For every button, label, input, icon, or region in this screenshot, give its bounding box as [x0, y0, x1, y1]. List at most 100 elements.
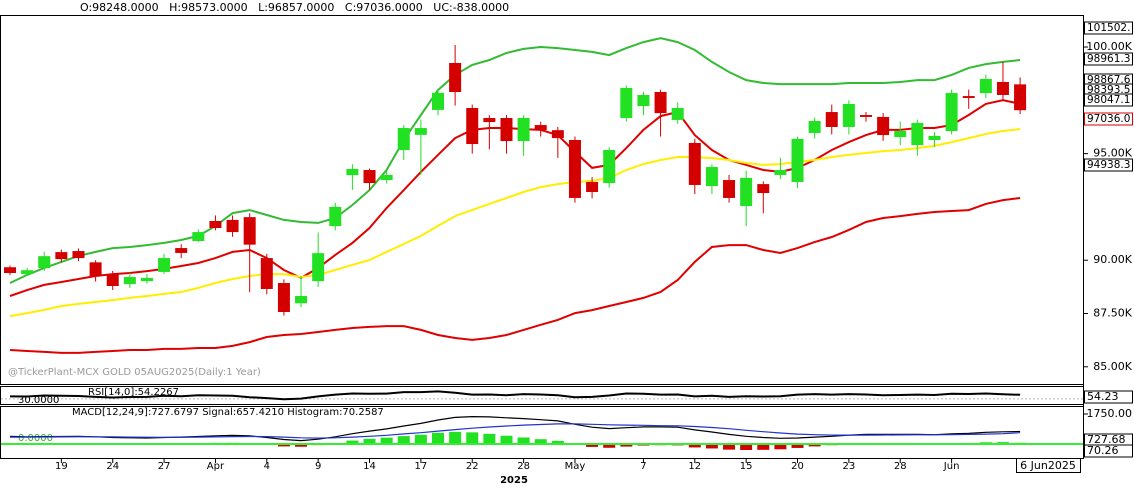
candle-body: [534, 125, 547, 131]
candle-body: [38, 256, 51, 269]
rsi-last-label: 54.23: [1087, 390, 1119, 403]
candle-body: [277, 283, 290, 313]
candle-body: [449, 63, 462, 93]
histogram-bar: [346, 440, 359, 444]
histogram-bar: [277, 443, 290, 447]
candle-body: [945, 93, 958, 132]
candle-body: [551, 130, 564, 139]
price-label: 98961.3: [1087, 53, 1130, 65]
candle-body: [979, 78, 992, 94]
x-tick-label: 23: [843, 461, 856, 472]
histogram-bar: [534, 439, 547, 444]
candle-body: [243, 217, 256, 245]
candle-body: [808, 120, 821, 133]
candle-body: [603, 149, 616, 184]
histogram-bar: [774, 443, 787, 450]
macd-tick-label: 1750.00: [1087, 407, 1133, 420]
histogram-bar: [791, 443, 804, 448]
candle-body: [21, 270, 34, 275]
candle-body: [312, 253, 325, 282]
histogram-bar: [449, 431, 462, 444]
x-tick-label: 7: [640, 461, 646, 472]
candle-body: [620, 87, 633, 119]
overlay-line: [9, 128, 1021, 318]
x-tick-label: 4: [264, 461, 270, 472]
candle-body: [740, 177, 753, 207]
candle-body: [106, 274, 119, 287]
histogram-bar: [517, 437, 530, 444]
histogram-bar: [551, 440, 564, 444]
histogram-bar: [380, 437, 393, 444]
x-tick-label: 9: [315, 461, 321, 472]
candle-body: [226, 219, 239, 233]
candle-body: [671, 107, 684, 120]
candle-body: [500, 118, 513, 142]
candle-body: [140, 277, 153, 282]
candle-body: [774, 170, 787, 175]
histogram-bar: [603, 443, 616, 448]
overlay-line: [9, 197, 1021, 354]
price-label-box: [1084, 21, 1133, 35]
candle-body: [89, 262, 102, 276]
candle-body: [688, 142, 701, 185]
candle-body: [55, 252, 68, 260]
price-label-box: [1084, 93, 1133, 107]
price-label: 98393.5: [1087, 84, 1130, 96]
x-tick-label: 28: [894, 461, 907, 472]
y-tick-label: 85.00K: [1093, 360, 1132, 373]
histogram-bar: [705, 443, 718, 449]
candle-body: [260, 258, 273, 289]
candle-body: [158, 258, 171, 272]
last-date-box: [1016, 458, 1081, 473]
x-tick-label: 28: [517, 461, 530, 472]
x-tick-label: 20: [791, 461, 804, 472]
candle-body: [894, 131, 907, 137]
candle-body: [637, 94, 650, 107]
candle-body: [483, 118, 496, 123]
ohlc-header: O:98248.0000 H:98573.0000 L:96857.0000 C…: [80, 1, 509, 14]
histogram-bar: [723, 443, 736, 450]
candle-body: [72, 251, 85, 259]
histogram-bar: [740, 443, 753, 450]
histogram-bar: [688, 443, 701, 448]
price-label-box: [1084, 112, 1133, 126]
histogram-bar: [363, 438, 376, 444]
candle-body: [380, 174, 393, 181]
candle-body: [791, 138, 804, 182]
candle-body: [175, 248, 188, 253]
price-label: 98047.1: [1087, 94, 1130, 106]
candle-body: [517, 118, 530, 142]
y-tick-label: 100.00K: [1086, 40, 1132, 53]
candle-body: [842, 103, 855, 127]
histogram-bar: [757, 443, 770, 450]
year-label: 2025: [500, 475, 528, 486]
price-label-box: [1084, 158, 1133, 172]
x-tick-label: 14: [363, 461, 376, 472]
histogram-bar: [466, 432, 479, 444]
candle-body: [329, 206, 342, 227]
candle-body: [295, 296, 308, 304]
rsi-last-box: [1084, 390, 1133, 404]
candle-body: [432, 92, 444, 110]
candle-body: [877, 116, 890, 136]
y-tick-label: 87.50K: [1093, 307, 1132, 320]
candle-body: [962, 96, 975, 98]
candle-body: [209, 220, 222, 229]
candle-body: [568, 139, 581, 198]
histogram-bar: [414, 434, 427, 444]
y-tick-label: 95.00K: [1093, 147, 1132, 160]
x-tick-label: 27: [158, 461, 171, 472]
candle-body: [4, 267, 16, 273]
rsi-title: RSI[14,0]:54.2267: [88, 387, 179, 398]
rsi-line: [9, 390, 1021, 401]
histogram-bar: [586, 443, 599, 447]
price-label: 94938.3: [1087, 159, 1130, 171]
candle-body: [363, 170, 376, 184]
candle-body: [705, 167, 718, 187]
histogram-bar: [500, 435, 513, 444]
macd-tick-label: 0.0000: [18, 433, 53, 444]
candle-body: [192, 232, 205, 242]
candle-body: [757, 184, 770, 194]
